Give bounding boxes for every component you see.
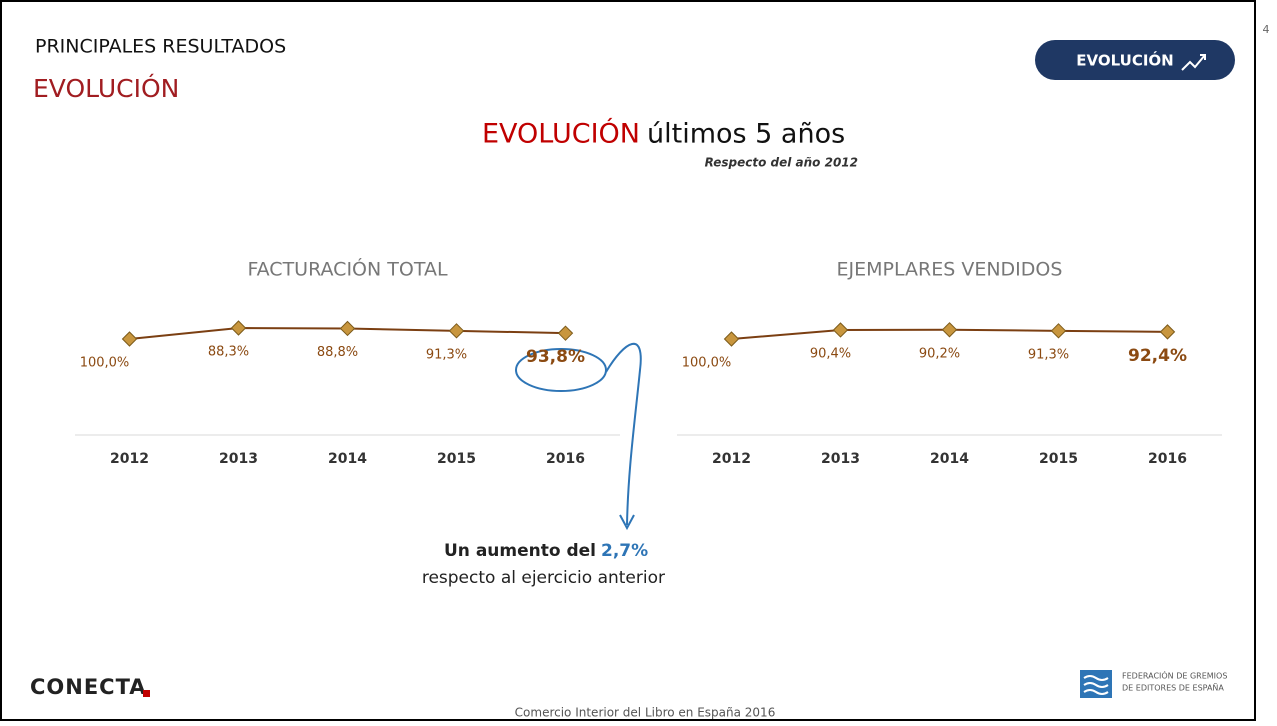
arrowhead (619, 514, 635, 531)
marker (723, 331, 740, 347)
org-logo-waves (1083, 675, 1109, 695)
marker (941, 322, 958, 338)
marker (339, 320, 356, 337)
badge-label: EVOLUCIÓN (1076, 51, 1173, 70)
callout-arrow (605, 343, 642, 526)
annotation-lead: Un aumento del (444, 541, 596, 561)
footer-logo: CONECTA (30, 675, 147, 699)
value-label: 91,3% (426, 347, 467, 362)
x-tick-label: 2013 (821, 451, 860, 467)
value-label: 90,4% (810, 346, 851, 361)
org-line1: FEDERACIÓN DE GREMIOS (1122, 670, 1227, 681)
x-tick-label: 2015 (437, 451, 476, 467)
highlight-circle (515, 348, 607, 392)
value-label: 100,0% (80, 356, 130, 371)
x-tick-label: 2012 (110, 451, 149, 467)
annotation-figure: 2,7% (601, 541, 648, 561)
marker (557, 325, 574, 341)
logo-dot (143, 690, 150, 697)
x-tick-label: 2016 (546, 451, 585, 467)
value-label: 88,3% (208, 345, 249, 360)
x-tick-label: 2015 (1039, 451, 1078, 467)
footer-center: Comercio Interior del Libro en España 20… (515, 706, 776, 720)
subsection-title: EVOLUCIÓN (33, 73, 179, 103)
headline-rest: últimos 5 años (647, 119, 845, 150)
x-tick-label: 2016 (1148, 451, 1187, 467)
annotation-rest: respecto al ejercicio anterior (422, 568, 665, 588)
badge-icon (1181, 54, 1206, 71)
headline-red: EVOLUCIÓN (482, 118, 640, 150)
marker (448, 323, 465, 339)
marker (832, 322, 849, 338)
marker (121, 331, 138, 347)
value-label: 90,2% (919, 346, 960, 361)
x-tick-label: 2012 (712, 451, 751, 467)
marker (1159, 324, 1176, 340)
x-tick-label: 2014 (328, 451, 367, 467)
value-label: 92,4% (1128, 346, 1187, 366)
headline-subtitle: Respecto del año 2012 (705, 156, 858, 170)
marker (230, 320, 247, 336)
value-label: 88,8% (317, 345, 358, 360)
org-line2: DE EDITORES DE ESPAÑA (1122, 683, 1224, 693)
marker (1050, 323, 1067, 339)
value-label: 93,8% (526, 347, 585, 367)
page-number: 4 (1263, 23, 1270, 36)
x-tick-label: 2014 (930, 451, 969, 467)
x-tick-label: 2013 (219, 451, 258, 467)
badge (1035, 40, 1235, 80)
value-label: 91,3% (1028, 347, 1069, 362)
value-label: 100,0% (682, 356, 732, 371)
section-title: PRINCIPALES RESULTADOS (35, 36, 286, 58)
slide-frame (0, 0, 1256, 721)
chart-title: EJEMPLARES VENDIDOS (837, 259, 1063, 281)
chart-title: FACTURACIÓN TOTAL (247, 257, 447, 281)
